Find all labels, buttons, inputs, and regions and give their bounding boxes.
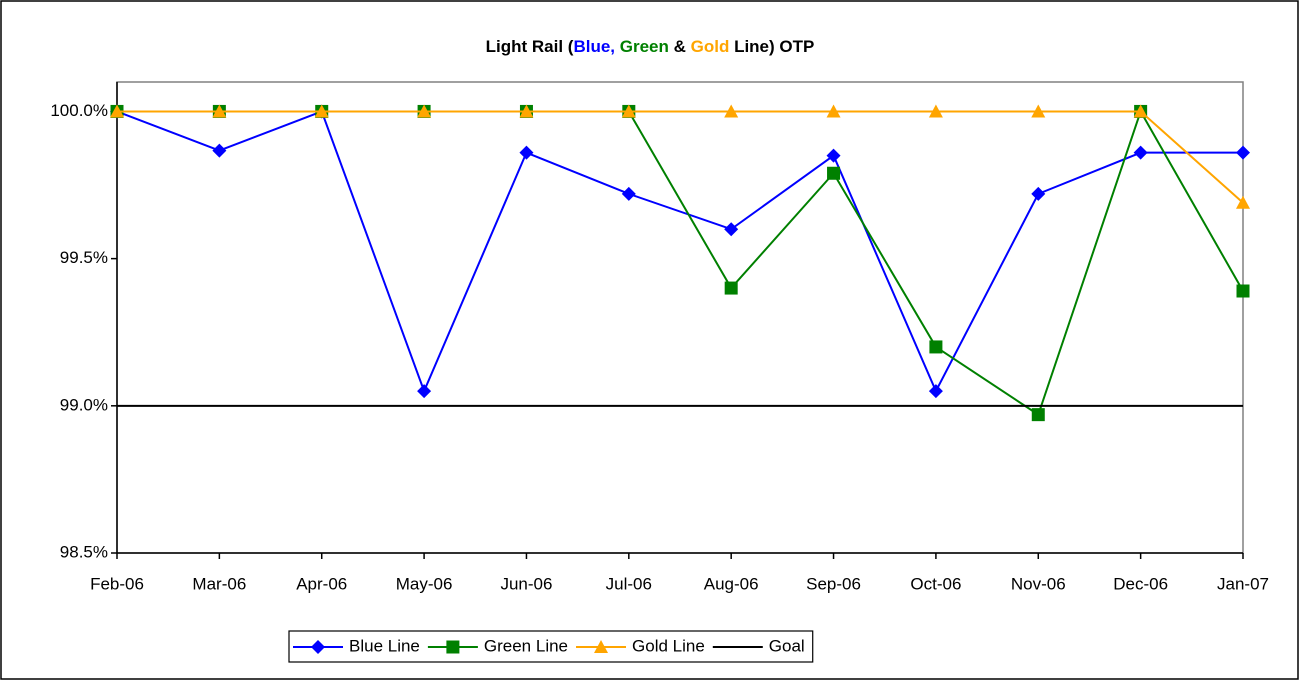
marker-triangle <box>826 104 841 118</box>
marker-diamond <box>1031 186 1046 201</box>
y-tick-label: 100.0% <box>50 101 108 120</box>
x-tick-label: Jun-06 <box>500 574 552 593</box>
marker-diamond <box>311 640 325 654</box>
marker-triangle <box>1236 195 1250 209</box>
marker-diamond <box>1133 145 1148 160</box>
y-tick-label: 99.5% <box>60 248 108 267</box>
x-tick-label: Jan-07 <box>1217 574 1269 593</box>
marker-square <box>1236 284 1250 298</box>
x-tick-label: Dec-06 <box>1113 574 1168 593</box>
x-tick-label: Oct-06 <box>910 574 961 593</box>
title-part: Green <box>615 37 669 56</box>
marker-square <box>724 281 738 295</box>
x-tick-label: Feb-06 <box>90 574 144 593</box>
x-tick-label: Apr-06 <box>296 574 347 593</box>
marker-triangle <box>928 104 943 118</box>
series-line <box>117 110 1244 204</box>
marker-triangle <box>594 640 609 653</box>
legend-label: Blue Line <box>349 636 420 655</box>
marker-diamond <box>724 222 739 237</box>
title-part: Line) OTP <box>729 37 814 56</box>
legend-label: Green Line <box>484 636 568 655</box>
marker-diamond <box>417 384 432 399</box>
x-tick-label: Mar-06 <box>192 574 246 593</box>
marker-square <box>929 340 943 354</box>
marker-diamond <box>212 143 227 158</box>
marker-triangle <box>417 104 432 118</box>
chart-title: Light Rail (Blue, Green & Gold Line) OTP <box>486 37 815 56</box>
marker-triangle <box>621 104 636 118</box>
marker-square <box>827 166 841 180</box>
marker-diamond <box>1236 145 1250 160</box>
legend-label: Gold Line <box>632 636 705 655</box>
y-tick-label: 99.0% <box>60 395 108 414</box>
marker-diamond <box>621 186 636 201</box>
x-tick-label: Nov-06 <box>1011 574 1066 593</box>
marker-diamond <box>826 148 841 163</box>
x-tick-label: May-06 <box>396 574 453 593</box>
title-part: Gold <box>686 37 729 56</box>
marker-triangle <box>1133 104 1148 118</box>
marker-triangle <box>724 104 739 118</box>
marker-triangle <box>1031 104 1046 118</box>
marker-triangle <box>212 104 227 118</box>
y-tick-label: 98.5% <box>60 542 108 561</box>
title-part: Light Rail ( <box>486 37 574 56</box>
marker-square <box>1031 408 1045 422</box>
marker-triangle <box>314 104 329 118</box>
legend-label: Goal <box>769 636 805 655</box>
x-tick-label: Aug-06 <box>704 574 759 593</box>
title-part: & <box>669 37 686 56</box>
title-part: Blue, <box>573 37 615 56</box>
x-tick-label: Sep-06 <box>806 574 861 593</box>
x-tick-label: Jul-06 <box>606 574 652 593</box>
series-line <box>116 110 1243 394</box>
marker-diamond <box>519 145 534 160</box>
legend: Blue Line Green Line Gold Line Goal <box>288 630 814 663</box>
marker-diamond <box>928 384 943 399</box>
marker-square <box>446 640 460 654</box>
marker-triangle <box>519 104 534 118</box>
marker-triangle <box>110 104 124 118</box>
